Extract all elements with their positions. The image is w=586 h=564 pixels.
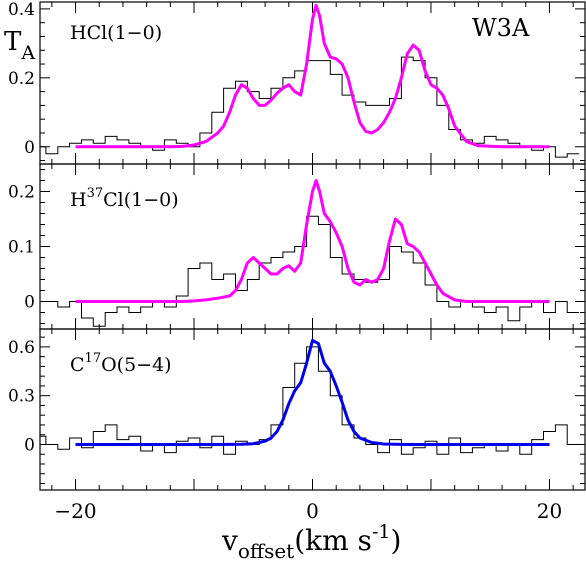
observed-spectrum-histogram [40,56,580,158]
x-axis-title: voffset(km s-1) [221,521,401,559]
y-axis-title: TA [4,27,35,64]
x-tick-label: 0 [306,499,319,523]
y-axis-title-sub: A [20,42,35,64]
y-tick-label: 0.4 [8,0,35,20]
y-tick-label: 0 [24,138,35,158]
y-tick-label: 0 [24,435,35,455]
model-fit-curve [75,338,550,446]
observed-spectrum-histogram [40,215,580,327]
label-post: Cl(1−0) [103,189,179,211]
y-tick-label: 0.2 [8,183,35,203]
x-axis-title-rest: (km s [294,524,372,557]
label-pre: H [70,189,87,211]
x-axis-title-sup: -1 [372,521,391,543]
model-fit-curve [75,179,550,303]
y-tick-label: 0 [24,293,35,313]
spectrum-panel-3: 0 0.3 0.6 C17O(5−4) [8,328,586,491]
y-axis-title-main: T [4,27,22,57]
x-tick-label: 20 [537,499,562,523]
x-tick-label: −20 [54,499,96,523]
spectrum-panel-1: 0 0.2 0.4 HCl(1−0) [8,0,586,165]
label-isotope: 37 [87,186,104,201]
y-tick-label: 0.6 [8,338,35,358]
source-label: W3A [472,14,530,42]
panel-line-label: C17O(5−4) [70,351,172,376]
model-fit-curve [75,3,550,149]
y-tick-label: 0.3 [8,387,35,407]
x-axis-title-sub: offset [238,539,294,559]
y-tick-label: 0.2 [8,69,35,89]
x-axis-title-main: v [221,524,238,557]
panel-line-label: HCl(1−0) [70,22,162,44]
label-post: O(5−4) [101,354,172,376]
x-axis-title-close: ) [390,524,401,557]
y-tick-label: 0.1 [8,238,35,258]
spectrum-panel-2: 0 0.1 0.2 H37Cl(1−0) [8,163,586,330]
label-pre: C [70,354,85,376]
label-isotope: 17 [85,351,102,366]
panel-line-label: H37Cl(1−0) [70,186,179,211]
